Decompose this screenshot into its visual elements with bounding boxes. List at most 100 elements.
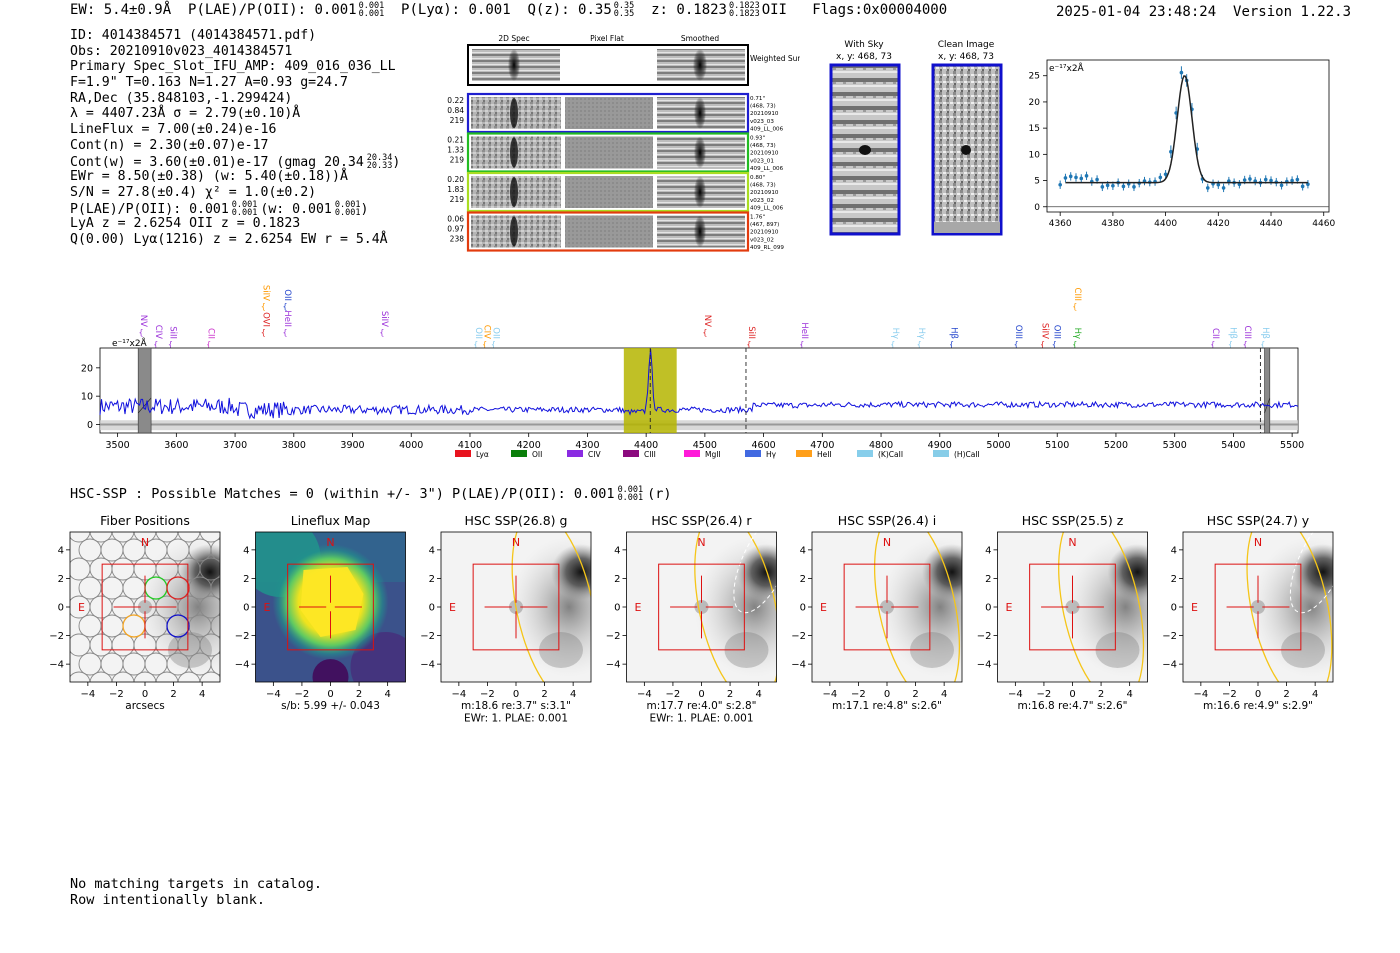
- spectrum-units: e⁻¹⁷x2Å: [112, 337, 148, 349]
- spectrum-line-label: SiII: [167, 326, 177, 339]
- fiber-circle: [199, 557, 220, 581]
- panel-xtick-label: 0: [142, 689, 148, 700]
- detection-info: ID: 4014384571 (4014384571.pdf) Obs: 202…: [70, 28, 400, 248]
- line-fit-ytick-label: 15: [1029, 124, 1040, 134]
- spectrum-line-label: CIV: [153, 325, 163, 339]
- spectrum-ytick-label: 0: [87, 420, 93, 431]
- plae-value: P(LAE)/P(OII): 0.001 0.001 0.001: [188, 1, 385, 19]
- panel-xtick-label: −2: [666, 689, 681, 700]
- spectrum-line-bracket: {: [153, 340, 158, 349]
- panel-title: Lineflux Map: [291, 513, 371, 528]
- spectrum-xtick-label: 4900: [928, 440, 952, 451]
- spectrum-xtick-label: 4800: [869, 440, 893, 451]
- cutout-row-meta: v023_02: [750, 237, 774, 243]
- east-label: E: [1006, 601, 1013, 614]
- aperture-ellipse: [1058, 532, 1145, 682]
- cutout-row-value: 0.84: [447, 106, 464, 115]
- line-fit-point: [1248, 177, 1252, 181]
- info-contn: Cont(n) = 2.30(±0.07)e-17: [70, 137, 269, 153]
- spectrum-xtick-label: 4100: [458, 440, 482, 451]
- panel-xtick-label: −4: [80, 689, 95, 700]
- legend-label: Lyα: [476, 450, 489, 459]
- panel-xtick-label: −4: [637, 689, 652, 700]
- north-label: N: [1068, 536, 1076, 549]
- spectrum-line-label: SiIV: [379, 311, 389, 327]
- line-fit-point: [1216, 182, 1221, 187]
- fiber-circle: [199, 532, 220, 543]
- line-fit-point: [1084, 174, 1089, 178]
- panel-ytick-label: 0: [1171, 603, 1177, 614]
- panel-ytick-label: 2: [985, 574, 991, 585]
- hsc-summary: HSC-SSP : Possible Matches = 0 (within +…: [70, 485, 672, 503]
- line-fit-point: [1269, 178, 1273, 183]
- fiber-circle: [155, 671, 179, 682]
- with-sky-source: [859, 145, 871, 155]
- legend-swatch: [623, 450, 639, 457]
- clean-image-source: [961, 145, 971, 155]
- spectrum-line-label: SiIV: [1040, 323, 1050, 339]
- datetime: 2025-01-04 23:48:24: [1056, 4, 1217, 20]
- col-header-smoothed: Smoothed: [681, 34, 720, 43]
- target-source: [1065, 600, 1080, 614]
- cutout-row-meta: 409_LL_006: [750, 166, 784, 172]
- line-fit-point: [1074, 175, 1078, 180]
- spectrum-line-label: Hβ: [1227, 327, 1237, 339]
- line-fit-ytick-label: 25: [1029, 72, 1040, 82]
- cutout-row-meta: 20210910: [750, 190, 779, 196]
- panel-ytick-label: −2: [49, 631, 64, 642]
- spectrum-line-label: NV: [138, 315, 148, 327]
- line-fit-xtick-label: 4380: [1101, 219, 1124, 229]
- panel-title: HSC SSP(24.7) y: [1207, 513, 1310, 528]
- line-fit-point: [1105, 183, 1110, 188]
- panel-ytick-label: 2: [243, 574, 249, 585]
- with-sky-xy: x, y: 468, 73: [836, 52, 892, 62]
- spectrum-line-bracket: {: [261, 328, 266, 337]
- panel-caption: m:16.6 re:4.9" s:2.9": [1203, 700, 1313, 712]
- panel-caption: m:17.1 re:4.8" s:2.6": [832, 700, 942, 712]
- legend-swatch: [857, 450, 873, 457]
- panel-ytick-label: 2: [429, 574, 435, 585]
- version: Version 1.22.3: [1233, 4, 1352, 20]
- legend-label: CIII: [644, 450, 656, 459]
- spectrum-line-bracket: {: [282, 302, 287, 311]
- fiber-highlight: [166, 614, 190, 638]
- info-radec: RA,Dec (35.848103,-1.299424): [70, 90, 293, 106]
- col-header-pixelflat: Pixel Flat: [590, 34, 624, 43]
- sky-images: With Sky x, y: 468, 73 Clean Image x, y:…: [829, 40, 1003, 236]
- north-label: N: [883, 536, 891, 549]
- cutout-row-meta: 409_LL_006: [750, 126, 784, 132]
- cutout-row-meta: 20210910: [750, 230, 779, 236]
- spectrum-line-bracket: {: [949, 340, 954, 349]
- panel-xtick-label: 4: [941, 689, 947, 700]
- cutout-2dspec-line: [510, 216, 518, 247]
- spectrum-xtick-label: 4400: [634, 440, 658, 451]
- fiber-circle: [133, 532, 157, 543]
- search-box: [658, 563, 745, 651]
- panel-ytick-label: −2: [235, 631, 250, 642]
- search-box: [101, 563, 189, 651]
- cutout-smoothed-line: [694, 176, 706, 208]
- spectrum-line-label: CII: [1210, 328, 1220, 339]
- line-fit-point: [1132, 185, 1136, 189]
- aperture-ellipse: [873, 532, 961, 682]
- panel-ytick-label: −2: [606, 631, 621, 642]
- fiber-circle: [111, 532, 135, 543]
- panel-title: HSC SSP(26.4) i: [838, 513, 936, 528]
- aperture-ellipse: [1246, 532, 1333, 682]
- info-plae: P(LAE)/P(OII): 0.001 0.001 0.001 (w: 0.001 0…: [70, 199, 369, 218]
- east-label: E: [264, 601, 271, 614]
- target-source: [138, 600, 152, 614]
- spectrum-line-label: OIII: [1051, 325, 1061, 339]
- fiber-circle: [177, 671, 201, 682]
- galaxy-core: [736, 544, 777, 600]
- spectrum-xtick-label: 4000: [399, 440, 423, 451]
- panel-ytick-label: 4: [1171, 545, 1177, 556]
- line-fit-point: [1290, 178, 1294, 183]
- panel-xtick-label: 0: [698, 689, 704, 700]
- with-sky-title: With Sky: [844, 40, 884, 50]
- cutout-row-value: 0.97: [447, 225, 464, 234]
- spectrum-line-label: Hβ: [1260, 327, 1270, 339]
